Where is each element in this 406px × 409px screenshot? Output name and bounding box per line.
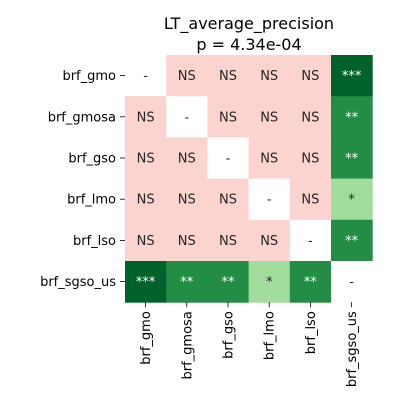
heatmap-cell-0-5: [331, 55, 373, 97]
heatmap-cell-label-1-3: NS: [260, 110, 278, 125]
heatmap-cell-5-5: [331, 261, 373, 303]
row-tick-labels: brf_gmo brf_gmosa brf_gso brf_lmo brf_lsobrf…: [40, 69, 125, 290]
heatmap-cell-4-1: [166, 219, 208, 262]
heatmap-cell-3-2: [207, 178, 250, 221]
column-tick-labels: brf_gmo brf_gmosa brf_gso brf_lmo brf_lso brf…: [139, 302, 360, 387]
chart-title: LT_average_precision: [164, 14, 334, 34]
heatmap-cell-label-1-1: -: [184, 110, 189, 125]
heatmap-cell-label-1-2: NS: [219, 110, 237, 125]
heatmap-cell-3-0: [125, 178, 167, 221]
row-tick-label-5: brf_sgso_us: [40, 275, 116, 290]
heatmap-cell-label-3-1: NS: [178, 193, 196, 208]
heatmap-cell-label-2-3: NS: [260, 152, 278, 167]
heatmap-cell-2-5: [331, 137, 373, 180]
heatmap-cell-label-2-1: NS: [178, 152, 196, 167]
heatmap-cell-label-4-2: NS: [219, 234, 237, 249]
heatmap-cell-label-0-1: NS: [178, 69, 196, 84]
heatmap-cell-3-3: [248, 178, 291, 221]
heatmap-cell-5-2: [207, 261, 250, 303]
column-tick-label-0: brf_gmo: [139, 311, 154, 365]
heatmap-cell-label-4-0: NS: [137, 234, 155, 249]
heatmap-cell-0-3: [248, 55, 291, 97]
heatmap-cell-label-2-5: **: [345, 152, 359, 167]
heatmap-cell-5-3: [248, 261, 291, 303]
heatmap-cell-1-0: [125, 96, 167, 138]
column-tick-label-1: brf_gmosa: [180, 311, 195, 379]
heatmap-cell-5-1: [166, 261, 208, 303]
heatmap-cell-4-0: [125, 219, 167, 262]
heatmap-cell-label-3-2: NS: [219, 193, 237, 208]
heatmap-cells: - NS NS NS NS ***NS - NS NS NS **NS NS - NS NS **NS NS NS…: [125, 55, 373, 303]
heatmap-cell-0-2: [207, 55, 250, 97]
heatmap-cell-label-5-2: **: [222, 275, 236, 290]
heatmap-cell-label-5-5: -: [349, 275, 354, 290]
heatmap-cell-label-0-2: NS: [219, 69, 237, 84]
heatmap-cell-label-4-3: NS: [260, 234, 278, 249]
heatmap-cell-label-5-1: **: [180, 275, 194, 290]
heatmap-cell-4-4: [289, 219, 332, 262]
heatmap-cell-1-3: [248, 96, 291, 138]
row-tick-label-2: brf_gso: [68, 152, 116, 167]
heatmap-cell-1-2: [207, 96, 250, 138]
heatmap-cell-3-5: [331, 178, 373, 221]
heatmap-cell-label-0-0: -: [143, 69, 148, 84]
heatmap-cell-5-4: [289, 261, 332, 303]
heatmap-cell-2-1: [166, 137, 208, 180]
heatmap-cell-label-1-4: NS: [301, 110, 319, 125]
heatmap-cell-label-2-2: -: [226, 152, 231, 167]
heatmap-cell-label-3-3: -: [267, 193, 272, 208]
heatmap-cell-label-4-5: **: [345, 234, 359, 249]
heatmap-cell-label-5-3: *: [266, 275, 273, 290]
heatmap-cell-2-0: [125, 137, 167, 180]
column-tick-label-5: brf_sgso_us: [345, 311, 360, 387]
heatmap-cell-label-3-5: *: [348, 193, 355, 208]
row-tick-label-1: brf_gmosa: [48, 110, 116, 125]
heatmap-cell-label-0-5: ***: [342, 69, 362, 84]
heatmap-cell-label-2-4: NS: [301, 152, 319, 167]
heatmap-cell-label-4-1: NS: [178, 234, 196, 249]
heatmap-cell-4-5: [331, 219, 373, 262]
heatmap-cell-label-3-0: NS: [137, 193, 155, 208]
heatmap-cell-1-1: [166, 96, 208, 138]
heatmap-cell-4-2: [207, 219, 250, 262]
heatmap-cell-label-4-4: -: [308, 234, 313, 249]
row-tick-label-3: brf_lmo: [67, 193, 116, 208]
heatmap-cell-4-3: [248, 219, 291, 262]
heatmap-cell-label-1-5: **: [345, 110, 359, 125]
heatmap-cell-3-4: [289, 178, 332, 221]
chart-subtitle: p = 4.34e-04: [196, 35, 301, 54]
column-tick-label-3: brf_lmo: [263, 311, 278, 360]
heatmap-cell-label-1-0: NS: [137, 110, 155, 125]
heatmap-cell-2-2: [207, 137, 250, 180]
heatmap-cell-1-4: [289, 96, 332, 138]
heatmap-cell-2-3: [248, 137, 291, 180]
heatmap-cell-2-4: [289, 137, 332, 180]
heatmap-cell-label-0-3: NS: [260, 69, 278, 84]
heatmap-cell-1-5: [331, 96, 373, 138]
column-tick-label-2: brf_gso: [222, 311, 237, 359]
heatmap-cell-label-0-4: NS: [301, 69, 319, 84]
heatmap-cell-3-1: [166, 178, 208, 221]
heatmap-cell-label-5-0: ***: [136, 275, 156, 290]
heatmap-cell-label-3-4: NS: [301, 193, 319, 208]
row-tick-label-0: brf_gmo: [62, 69, 116, 84]
heatmap-cell-5-0: [125, 261, 167, 303]
row-tick-label-4: brf_lso: [73, 234, 116, 249]
heatmap-cell-0-1: [166, 55, 208, 97]
heatmap-cell-0-0: [125, 55, 167, 97]
heatmap-cell-label-5-4: **: [304, 275, 318, 290]
column-tick-label-4: brf_lso: [304, 311, 319, 354]
heatmap-cell-0-4: [289, 55, 332, 97]
heatmap-cell-label-2-0: NS: [137, 152, 155, 167]
